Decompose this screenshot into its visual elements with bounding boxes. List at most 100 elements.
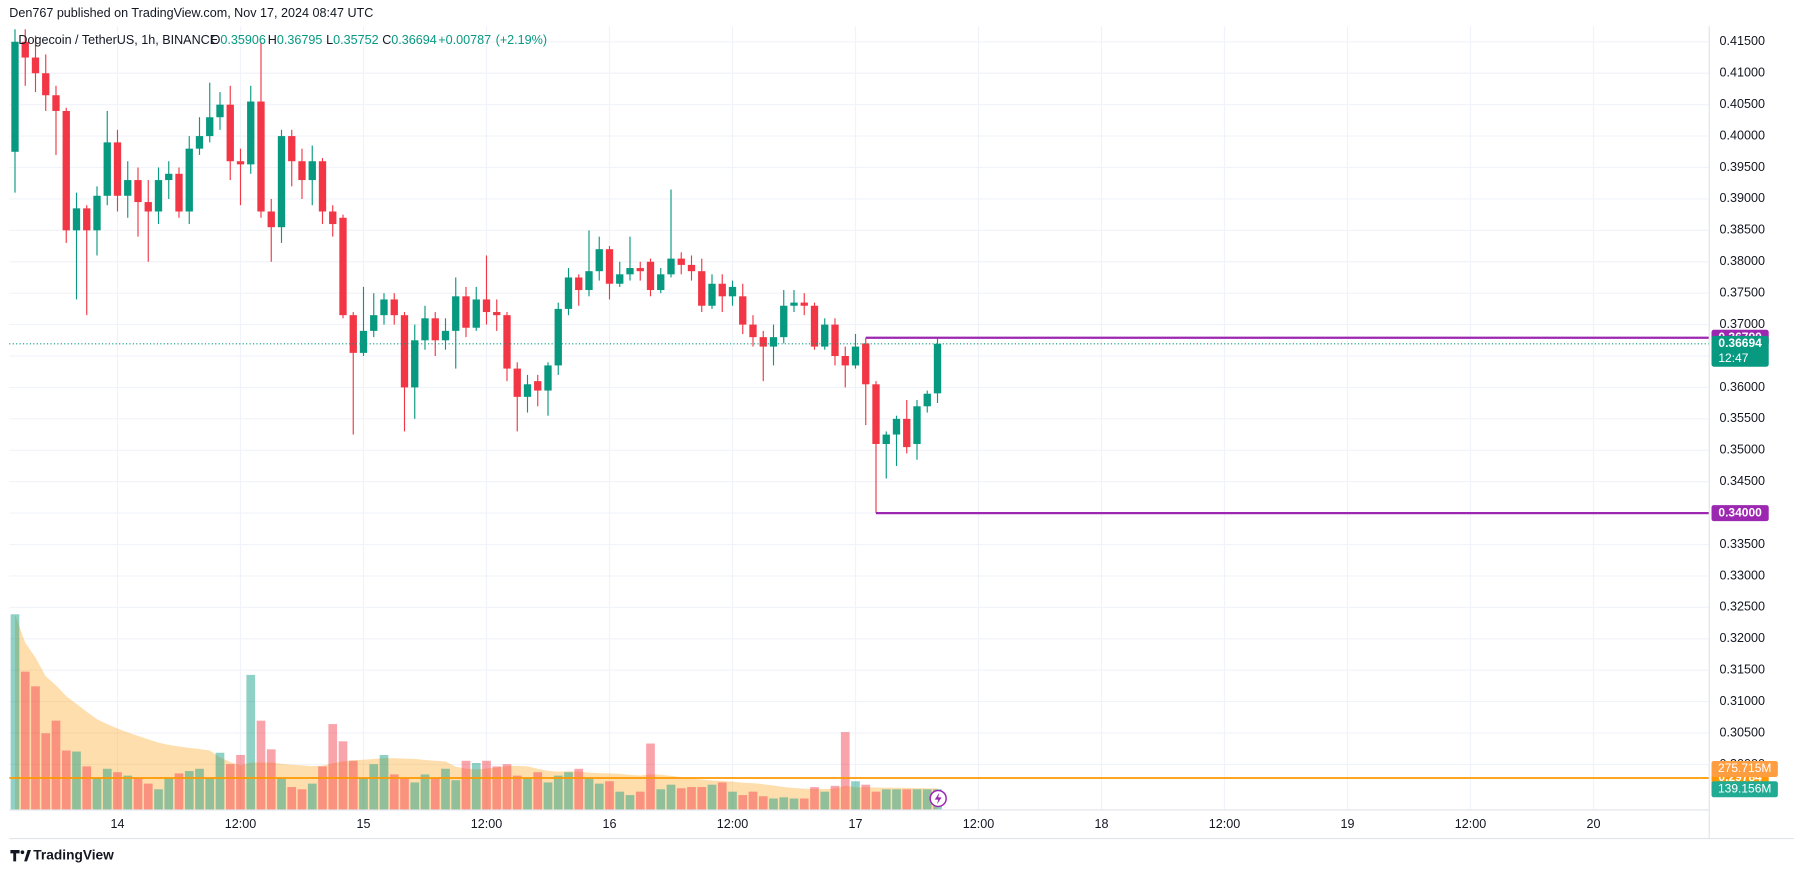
candle-body [31,57,40,74]
last-price-label: 0.36694 [1718,336,1762,350]
countdown: 12:47 [1718,351,1748,365]
candle-body [903,418,911,448]
volume-bar [666,784,676,810]
volume-bar [133,777,143,810]
candle-body [216,104,224,118]
volume-bar [461,760,471,810]
x-tick-label: 18 [1094,817,1108,831]
candle-body [21,41,29,58]
y-tick-label: 0.37500 [1720,286,1765,300]
candle-body [769,337,778,347]
candle-body [749,324,757,338]
candle-body [595,249,603,272]
logo [10,849,32,862]
candle-body [462,296,470,328]
candle-body [318,161,327,212]
y-tick-label: 0.37000 [1720,317,1765,331]
candle-body [124,180,132,196]
volume-bar [830,785,840,810]
volume-bar [656,789,666,810]
candle-body [677,258,685,265]
change: +0.00787 [438,34,491,48]
y-tick-label: 0.40000 [1720,128,1765,142]
volume-bar [82,766,92,810]
volume-ma-label: 275.715M [1718,761,1771,775]
high-value: 0.36795 [277,34,322,48]
candle-body [534,381,542,391]
candle-body [513,368,521,397]
level-label-box [1711,505,1769,522]
candle-body [687,264,696,272]
volume-bar [205,777,215,810]
candle-body [11,41,19,152]
volume-bar [410,782,420,810]
volume-bar [738,795,748,810]
candle-body [472,299,480,328]
volume-bar [113,772,122,810]
candle-body [441,330,450,341]
candle-body [646,261,655,291]
x-tick-label: 12:00 [717,817,748,831]
volume-bar [236,754,245,810]
published-note: Den767 published on TradingView.com, Nov… [9,6,373,20]
candle-body [185,148,193,212]
candle-body [882,434,890,444]
y-tick-label: 0.36000 [1720,380,1765,394]
candle-body [564,277,573,309]
volume-bar [564,772,573,810]
volume-bar [840,732,850,810]
y-tick-label: 0.39000 [1720,191,1765,205]
c-label: C [382,34,391,48]
overlay [9,336,1710,779]
close-value: 0.36694 [391,34,436,48]
volume-bar [482,760,491,810]
candle-body [329,211,337,225]
volume-bar [143,783,153,810]
candle-body [390,299,398,316]
y-tick-label: 0.41000 [1720,66,1765,80]
candle-body [72,208,81,231]
x-tick-label: 14 [110,817,124,831]
volume-bar [810,787,819,810]
volume-bar [61,750,71,810]
volume-bar [605,781,614,810]
candle-body [277,136,286,228]
candle-body [236,161,245,165]
axes: 0.41500 0.41000 0.40500 0.40000 0.39500 0.390… [110,34,1778,831]
candle-body [175,173,183,212]
candle-body [923,393,931,407]
candle-body [790,302,798,306]
y-tick-label: 0.32000 [1720,631,1765,645]
volume-bar [789,798,799,810]
candle-body [247,101,255,165]
candle-body [759,337,767,347]
volume-bar [881,789,891,810]
open-value: 0.35906 [220,34,265,48]
volume-bar [615,791,625,810]
candle-body [544,365,552,391]
y-tick-label: 0.40500 [1720,97,1765,111]
volume-bar [892,789,901,810]
candle-body [154,180,163,212]
candle-body [370,315,378,331]
volume-bar [338,741,348,810]
volume-bar [287,787,297,810]
volume-bar [277,777,286,810]
volume-bar [523,777,532,810]
x-tick-label: 17 [848,817,862,831]
change-pct: (+2.19%) [496,34,547,48]
volume-bar [225,764,235,810]
volume-bar [92,777,102,810]
x-tick-label: 20 [1587,817,1601,831]
x-tick-label: 12:00 [963,817,994,831]
volume-bar [441,768,450,810]
candle-body [83,208,91,231]
candles [11,29,942,514]
x-tick-label: 16 [602,817,616,831]
x-tick-label: 15 [356,817,370,831]
candle-body [728,286,737,297]
volume-bar [164,777,174,810]
candle-body [52,95,60,111]
y-tick-label: 0.35500 [1720,411,1765,425]
